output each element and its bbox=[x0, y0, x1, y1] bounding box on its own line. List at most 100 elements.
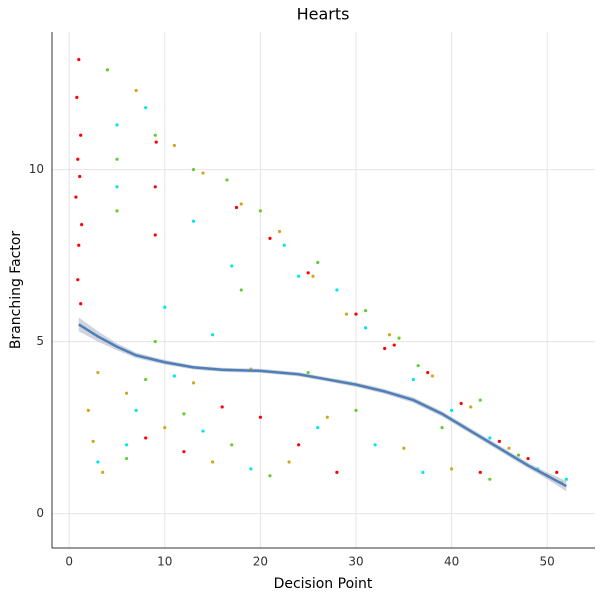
point bbox=[124, 456, 129, 461]
point bbox=[201, 429, 205, 433]
y-tick-label: 10 bbox=[29, 162, 44, 176]
x-tick-label: 30 bbox=[348, 555, 363, 569]
point bbox=[387, 333, 392, 337]
point bbox=[154, 140, 158, 144]
point bbox=[497, 439, 502, 443]
point bbox=[239, 288, 243, 292]
point bbox=[426, 370, 430, 375]
point bbox=[153, 340, 157, 344]
x-tick-label: 40 bbox=[444, 555, 459, 569]
point bbox=[478, 398, 482, 402]
point bbox=[239, 202, 243, 206]
point bbox=[79, 133, 83, 137]
point bbox=[77, 57, 81, 62]
point bbox=[220, 405, 224, 409]
point bbox=[311, 274, 315, 278]
point bbox=[335, 288, 339, 292]
point bbox=[172, 374, 176, 378]
point bbox=[96, 370, 100, 375]
point bbox=[277, 229, 282, 234]
confidence-band bbox=[78, 317, 567, 492]
point bbox=[191, 168, 196, 172]
point bbox=[488, 436, 492, 440]
point bbox=[316, 426, 320, 430]
y-axis-title: Branching Factor bbox=[8, 231, 24, 350]
x-tick-label: 0 bbox=[65, 555, 73, 569]
point bbox=[344, 312, 349, 316]
point bbox=[134, 88, 138, 93]
point bbox=[163, 426, 167, 430]
point bbox=[363, 326, 368, 330]
point bbox=[91, 439, 95, 443]
point bbox=[79, 302, 83, 306]
point bbox=[555, 470, 559, 474]
point bbox=[153, 233, 157, 237]
point bbox=[86, 408, 90, 412]
point bbox=[163, 305, 167, 309]
y-tick-label: 0 bbox=[36, 506, 44, 520]
point bbox=[115, 157, 119, 161]
point bbox=[268, 474, 272, 478]
point bbox=[297, 274, 301, 278]
point bbox=[201, 171, 205, 175]
smooth-line bbox=[78, 323, 567, 488]
point bbox=[96, 460, 100, 464]
point bbox=[144, 377, 148, 382]
point bbox=[211, 333, 215, 337]
point bbox=[74, 195, 78, 199]
point bbox=[459, 401, 463, 406]
point bbox=[76, 278, 80, 282]
point bbox=[76, 157, 80, 161]
x-tick-label: 10 bbox=[157, 555, 172, 569]
point bbox=[124, 391, 129, 395]
point bbox=[373, 443, 377, 447]
point bbox=[306, 370, 310, 375]
point bbox=[416, 364, 420, 368]
point bbox=[325, 415, 329, 419]
grid bbox=[52, 32, 595, 548]
point bbox=[363, 309, 368, 313]
point bbox=[75, 95, 79, 99]
point bbox=[249, 467, 253, 471]
point bbox=[297, 443, 301, 447]
point bbox=[469, 405, 473, 409]
point bbox=[392, 343, 396, 347]
chart-title: Hearts bbox=[297, 5, 350, 24]
point bbox=[225, 178, 229, 182]
point bbox=[153, 133, 157, 137]
point bbox=[383, 346, 387, 351]
point bbox=[354, 408, 358, 412]
point bbox=[411, 377, 415, 382]
point bbox=[354, 312, 358, 316]
point bbox=[282, 243, 286, 247]
plot-area bbox=[74, 57, 568, 492]
point bbox=[101, 470, 105, 474]
point bbox=[77, 243, 81, 247]
point bbox=[134, 408, 138, 412]
point bbox=[144, 436, 148, 440]
point bbox=[488, 477, 492, 481]
point bbox=[78, 174, 82, 179]
point bbox=[397, 336, 401, 340]
point bbox=[335, 470, 339, 474]
point bbox=[115, 209, 119, 213]
point bbox=[191, 219, 196, 223]
point bbox=[258, 209, 263, 213]
point bbox=[268, 236, 272, 240]
point bbox=[172, 143, 176, 148]
point bbox=[526, 456, 530, 461]
point bbox=[153, 185, 157, 189]
point bbox=[287, 460, 291, 464]
point bbox=[230, 264, 234, 268]
point bbox=[421, 470, 425, 474]
point bbox=[230, 443, 234, 447]
point bbox=[516, 453, 521, 457]
point bbox=[430, 374, 435, 378]
point bbox=[440, 426, 444, 430]
point bbox=[234, 205, 239, 210]
x-axis-title: Decision Point bbox=[274, 576, 373, 592]
point bbox=[564, 477, 568, 481]
point bbox=[507, 446, 511, 450]
point bbox=[182, 412, 186, 416]
